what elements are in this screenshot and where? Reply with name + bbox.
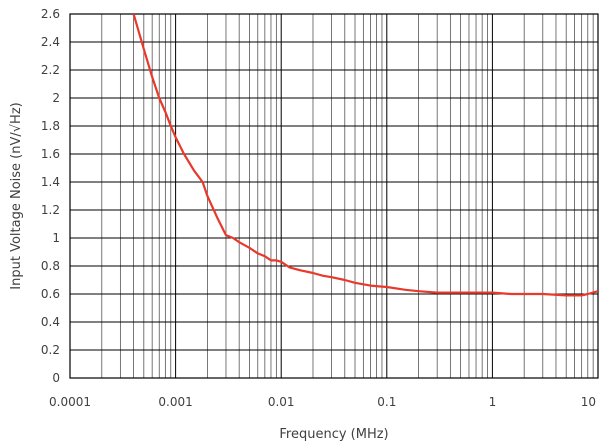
y-tick-label: 2.6 <box>41 7 60 21</box>
x-axis-title: Frequency (MHz) <box>279 427 388 442</box>
y-tick-label: 1 <box>52 231 60 245</box>
series-layer <box>132 14 598 297</box>
y-tick-label: 1.6 <box>41 147 60 161</box>
y-tick-label: 1.2 <box>41 203 60 217</box>
x-axis-tick-labels: 0.0001 0.001 0.01 0.1 1 10 <box>49 395 596 409</box>
plot-area-frame <box>69 13 599 379</box>
y-axis-title: Input Voltage Noise (nV/√Hz) <box>9 102 24 289</box>
x-tick-label: 1 <box>489 395 497 409</box>
minor-grid <box>101 14 594 378</box>
y-tick-label: 0.4 <box>41 315 60 329</box>
y-tick-label: 2.4 <box>41 35 60 49</box>
y-tick-label: 2 <box>52 91 60 105</box>
x-tick-label: 0.1 <box>377 395 396 409</box>
x-tick-label: 0.0001 <box>49 395 91 409</box>
x-tick-label: 0.01 <box>268 395 295 409</box>
y-tick-label: 2.2 <box>41 63 60 77</box>
y-axis-tick-labels: 0 0.2 0.4 0.6 0.8 1 1.2 1.4 1.6 1.8 2 2.2 2.4 2.6 <box>41 7 60 385</box>
x-tick-label: 0.001 <box>158 395 192 409</box>
y-tick-label: 0.6 <box>41 287 60 301</box>
x-tick-label: 10 <box>581 395 596 409</box>
y-tick-label: 0 <box>52 371 60 385</box>
y-tick-label: 0.2 <box>41 343 60 357</box>
y-tick-label: 1.8 <box>41 119 60 133</box>
noise-series-line <box>132 14 598 297</box>
y-tick-label: 1.4 <box>41 175 60 189</box>
y-tick-label: 0.8 <box>41 259 60 273</box>
